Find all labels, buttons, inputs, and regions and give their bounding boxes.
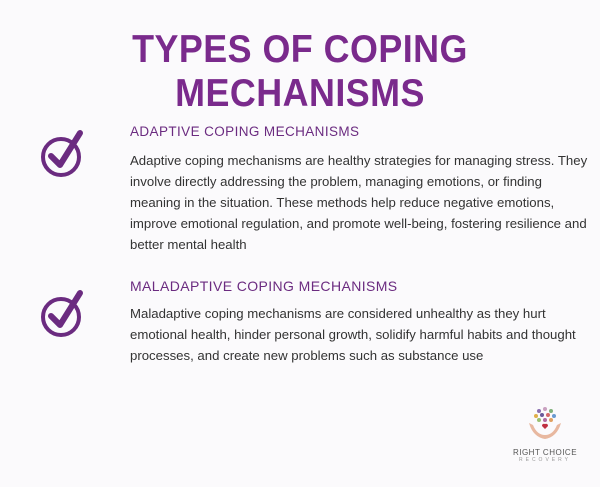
check-circle-icon [41,130,83,177]
brand-logo: RIGHT CHOICE RECOVERY [500,405,590,475]
section-body-maladaptive: Maladaptive coping mechanisms are consid… [130,306,576,363]
section-heading-adaptive: ADAPTIVE COPING MECHANISMS [130,124,360,139]
section-body-adaptive: Adaptive coping mechanisms are healthy s… [130,153,588,252]
section-heading-maladaptive: MALADAPTIVE COPING MECHANISMS [130,278,398,294]
hands-tree-icon [529,407,561,439]
page-title: TYPES OF COPING MECHANISMS [132,28,468,115]
check-circle-icon [41,290,83,337]
